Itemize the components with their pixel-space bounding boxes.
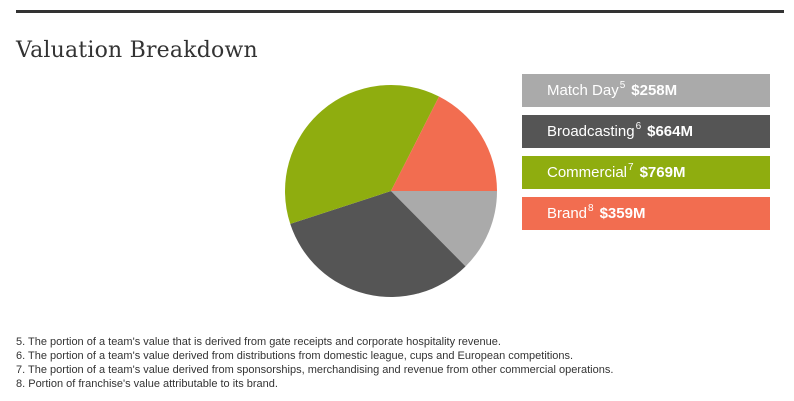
legend-item-commercial: Commercial 7 $769M [522,156,770,189]
legend-item-broadcasting: Broadcasting 6 $664M [522,115,770,148]
legend-item-brand: Brand 8 $359M [522,197,770,230]
legend: Match Day 5 $258M Broadcasting 6 $664M Com… [522,74,770,238]
legend-label: Match Day [547,82,619,99]
pie-slice-match-day[interactable] [391,191,497,267]
footnote-5: 5. The portion of a team's value that is… [16,336,501,348]
legend-value: $664M [647,123,693,140]
legend-label: Brand [547,205,588,222]
footnotes: 5. The portion of a team's value that is… [16,335,786,391]
legend-value: $769M [639,164,686,181]
legend-footnote-ref[interactable]: 7 [628,162,634,173]
top-rule [16,10,784,13]
chart-title: Valuation Breakdown [16,38,258,63]
pie-slice-broadcasting[interactable] [290,191,466,297]
legend-footnote-ref[interactable]: 8 [588,203,594,214]
pie-slice-brand[interactable] [391,96,497,191]
pie-svg [285,85,497,297]
footnote-6: 6. The portion of a team's value derived… [16,350,574,362]
legend-value: $359M [599,205,646,222]
pie-chart [283,83,499,299]
legend-label: Broadcasting [547,123,635,140]
legend-value: $258M [631,82,678,99]
footnote-7: 7. The portion of a team's value derived… [16,364,614,376]
legend-label: Commercial [547,164,628,181]
legend-item-match-day: Match Day 5 $258M [522,74,770,107]
legend-footnote-ref[interactable]: 5 [619,80,626,91]
footnote-8: 8. Portion of franchise's value attribut… [16,378,278,390]
pie-slice-commercial[interactable] [285,85,440,224]
legend-footnote-ref[interactable]: 6 [635,121,642,132]
